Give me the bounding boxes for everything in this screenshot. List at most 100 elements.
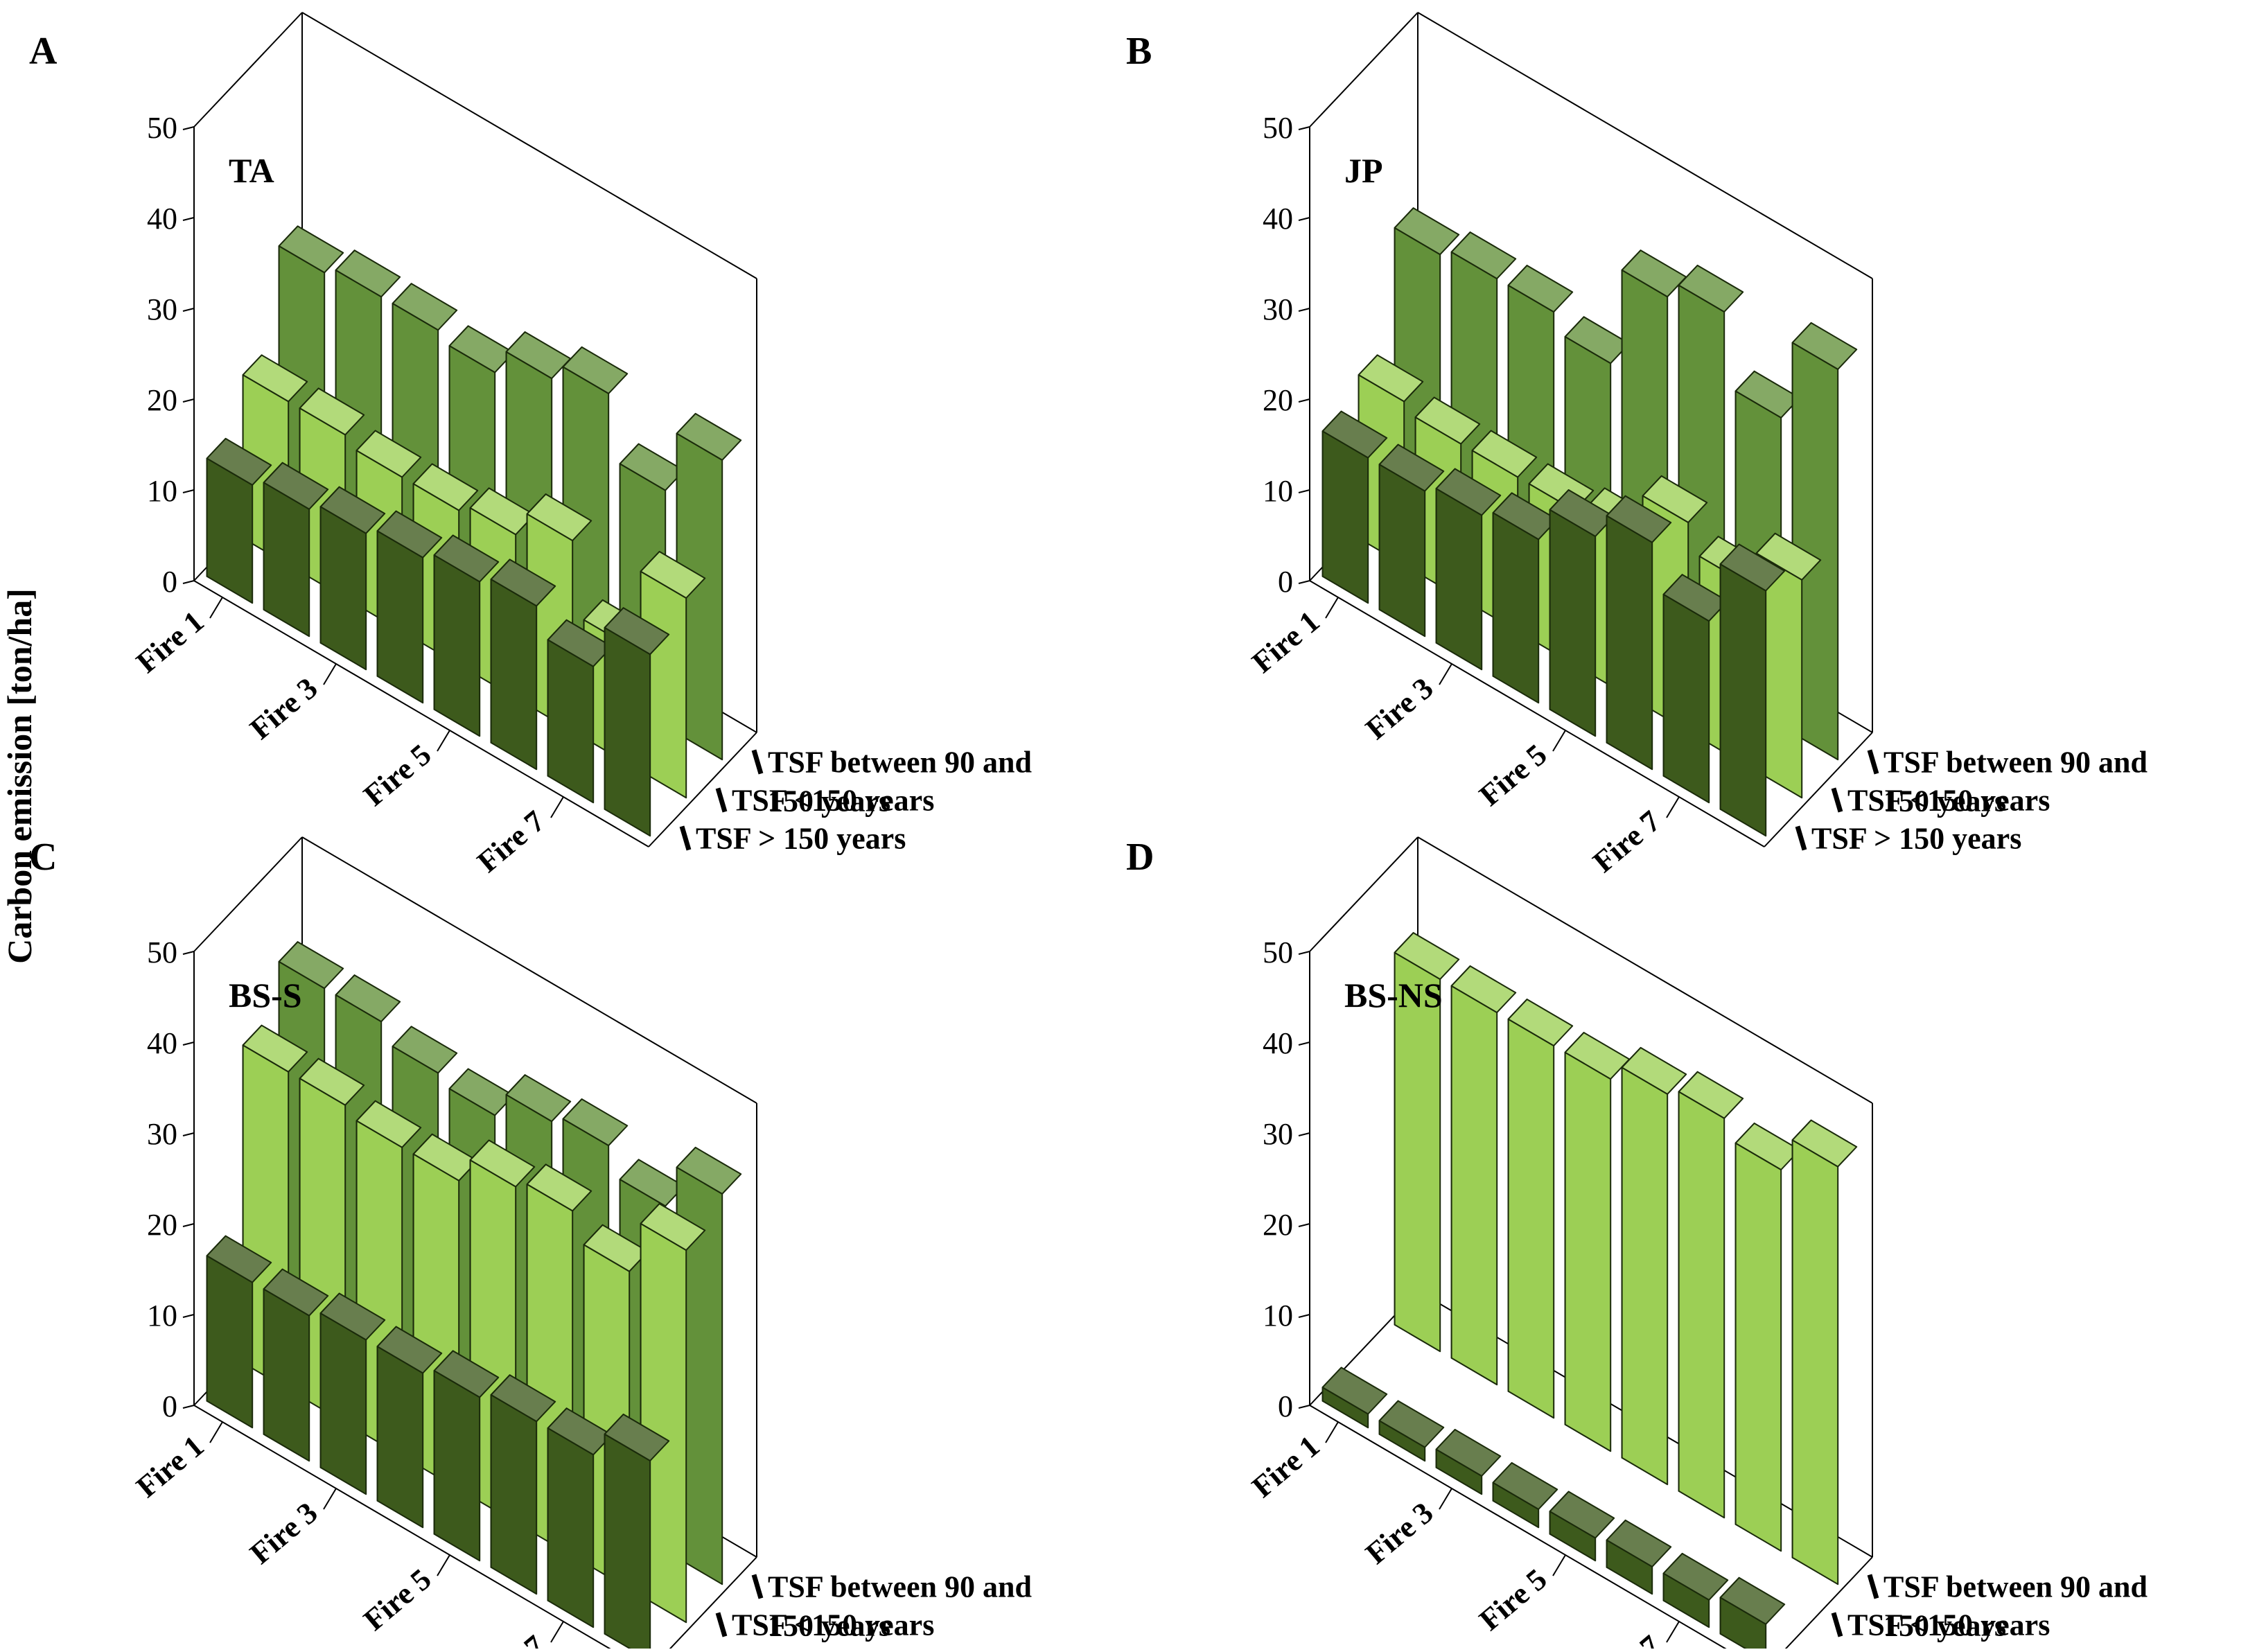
y-tick-mark bbox=[1298, 489, 1310, 493]
bar-top bbox=[469, 1139, 536, 1188]
bar-top bbox=[490, 559, 556, 607]
bar: TSF > 150 years – Fire 4: 16 bbox=[376, 510, 443, 704]
bar-front bbox=[1507, 1018, 1555, 1419]
bar: TSF > 150 years – Fire 2: 1.5 bbox=[1378, 1400, 1445, 1462]
bar-top bbox=[1621, 1046, 1687, 1095]
bar: TSF > 150 years – Fire 5: 22 bbox=[1549, 489, 1615, 737]
y-tick-mark bbox=[182, 217, 195, 221]
bar-top bbox=[505, 1074, 572, 1123]
bar-top bbox=[1492, 1462, 1558, 1510]
bar-top bbox=[562, 1098, 629, 1147]
bar: TSF > 150 years – Fire 4: 2 bbox=[1492, 1462, 1558, 1529]
bar-front bbox=[319, 1312, 367, 1495]
bar: TSF > 150 years – Fire 8: 4 bbox=[1719, 1576, 1786, 1652]
bar-top bbox=[604, 1414, 670, 1461]
bar-front bbox=[1662, 593, 1710, 804]
bar-front bbox=[1734, 1142, 1782, 1552]
bar: TSF > 150 years – Fire 3: 17 bbox=[319, 1292, 386, 1495]
y-tick-mark bbox=[1298, 1223, 1310, 1227]
x-tick-mark bbox=[550, 1621, 564, 1643]
bar-front bbox=[1492, 512, 1540, 704]
x-tick-mark bbox=[1552, 1554, 1566, 1576]
bar-top bbox=[1642, 475, 1708, 523]
y-tick-label: 0 bbox=[162, 1389, 177, 1423]
bar-top bbox=[278, 225, 344, 274]
bar: TSF > 150 years – Fire 7: 20 bbox=[1662, 574, 1729, 804]
bar-top bbox=[242, 354, 308, 403]
bar: TSF between 90 and 150 years – Fire 5: 4… bbox=[1621, 1046, 1687, 1486]
y-tick-label: 50 bbox=[147, 111, 177, 145]
x-tick-mark bbox=[437, 730, 450, 752]
y-tick-mark bbox=[182, 308, 195, 312]
bar-top bbox=[526, 1163, 592, 1212]
bar-top bbox=[1450, 965, 1517, 1014]
x-axis-line bbox=[1309, 580, 1765, 847]
bar-top bbox=[355, 430, 422, 478]
bar-top bbox=[1507, 999, 1574, 1047]
bar: TSF between 90 and 150 years – Fire 7: 4… bbox=[1734, 1123, 1801, 1552]
x-tick-label: Fire 5 bbox=[1473, 1562, 1553, 1637]
z-tick-mark bbox=[715, 787, 728, 813]
bar: TSF > 150 years – Fire 3: 17 bbox=[1435, 468, 1502, 671]
bar-front bbox=[376, 530, 424, 704]
bar-top bbox=[1450, 231, 1517, 280]
z-tick-label: TSF <150 years bbox=[1847, 784, 2050, 818]
z-tick-label: TSF > 150 years bbox=[1811, 1646, 2021, 1649]
bar-top bbox=[263, 462, 329, 510]
z-axis-line bbox=[1782, 1556, 1873, 1652]
x-tick-label: Fire 3 bbox=[1359, 671, 1439, 746]
x-tick-label: Fire 1 bbox=[130, 1429, 210, 1504]
y-tick-label: 30 bbox=[147, 1117, 177, 1151]
x-tick-mark bbox=[209, 597, 223, 619]
y-tick-label: 50 bbox=[1263, 111, 1293, 145]
bar-top bbox=[1791, 1119, 1858, 1168]
bar: TSF > 150 years – Fire 4: 17 bbox=[376, 1326, 443, 1529]
bar-top bbox=[206, 1235, 272, 1283]
bar-front bbox=[490, 579, 538, 771]
z-tick-mark bbox=[679, 825, 692, 851]
wall-top-left-edge bbox=[193, 836, 303, 952]
bar-front bbox=[433, 1370, 481, 1562]
bar: TSF > 150 years – Fire 8: 27 bbox=[1719, 543, 1786, 837]
z-tick-label: TSF between 90 and bbox=[1883, 1570, 2148, 1604]
bar-top bbox=[1755, 532, 1822, 581]
y-tick-label: 20 bbox=[147, 383, 177, 417]
bar-front bbox=[1549, 509, 1597, 737]
bar-top bbox=[1606, 495, 1672, 543]
bar-front bbox=[1678, 1091, 1725, 1519]
z-tick-mark bbox=[751, 749, 764, 775]
bar-front bbox=[433, 554, 481, 737]
x-tick-mark bbox=[437, 1554, 450, 1576]
y-tick-mark bbox=[182, 1314, 195, 1318]
bar: TSF between 90 and 150 years – Fire 3: 3… bbox=[1507, 265, 1574, 595]
panel-label: D bbox=[1126, 836, 1154, 879]
bar: TSF > 150 years – Fire 1: 16 bbox=[1321, 410, 1388, 604]
bar: TSF > 150 years – Fire 8: 20 bbox=[604, 607, 670, 837]
bar-top bbox=[490, 1374, 556, 1423]
z-axis-line bbox=[648, 732, 757, 847]
bar: TSF > 150 years – Fire 5: 2.5 bbox=[1549, 1491, 1615, 1562]
bar-top bbox=[1719, 1576, 1786, 1625]
y-tick-mark bbox=[1298, 398, 1310, 403]
panel-label: C bbox=[29, 836, 57, 879]
bar: TSF > 150 years – Fire 3: 15 bbox=[319, 486, 386, 671]
bar-top bbox=[1414, 396, 1481, 445]
bar-top bbox=[1678, 265, 1744, 313]
y-tick-mark bbox=[182, 1042, 195, 1046]
bar-top bbox=[1606, 1519, 1672, 1567]
x-tick-mark bbox=[550, 796, 564, 818]
x-tick-label: Fire 7 bbox=[1586, 1628, 1667, 1649]
bar: TSF <150 years – Fire 8: 41 bbox=[640, 1203, 706, 1624]
bar-top bbox=[1358, 354, 1424, 403]
y-tick-mark bbox=[182, 1405, 195, 1409]
x-tick-mark bbox=[1666, 796, 1680, 818]
bars: TSF between 90 and 150 years – Fire 1: 2… bbox=[206, 225, 742, 837]
bar-front bbox=[1791, 1139, 1839, 1585]
bar: TSF > 150 years – Fire 6: 19 bbox=[490, 1374, 556, 1595]
bar-top bbox=[278, 941, 344, 990]
bar-front bbox=[376, 1346, 424, 1529]
panel-title: JP bbox=[1344, 151, 1383, 190]
bar: TSF between 90 and 150 years – Fire 6: 4… bbox=[1678, 1071, 1744, 1519]
